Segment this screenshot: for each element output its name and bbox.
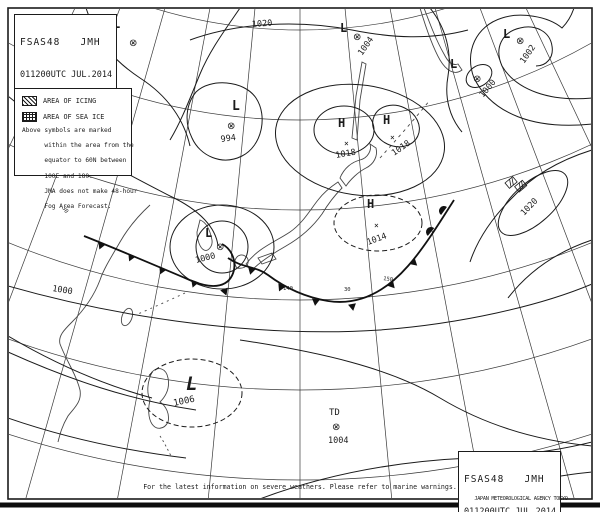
legend-note-line3: equator to 60N between: [44, 157, 127, 165]
front-east-semicircles: [426, 206, 447, 236]
chart-id: FSAS48 JMH: [20, 37, 101, 48]
legend-box: AREA OF ICING AREA OF SEA ICE Above symb…: [14, 88, 138, 210]
lat-label-30-mid: 30: [344, 287, 351, 293]
footer-id-box: FSAS48 JMH 011200UTC JUL.2014 FCST FOR 0…: [458, 451, 562, 512]
cold-front-west-triangles: [98, 241, 228, 296]
low-center-marker-1002-ne: ⊗: [516, 36, 524, 47]
low-center-marker-1004-top: ⊗: [353, 32, 361, 43]
lat-label-30-left: 30: [60, 206, 69, 215]
low-center-marker-nw: ⊗: [129, 38, 137, 49]
low-symbol-1004-top: L: [340, 21, 347, 35]
sea-ice-label: AREA OF SEA ICE: [43, 112, 105, 121]
cold-front-west: [83, 235, 236, 287]
td-value: 1004: [328, 436, 348, 446]
legend-note-line5: JMA does not make 48-hour: [44, 187, 138, 195]
front-east-triangles: [248, 258, 418, 311]
grid-labels: 30 140 30 150: [60, 206, 393, 293]
low-symbol-1006: L: [186, 373, 197, 395]
marine-warning-note: For the latest information on severe wea…: [143, 483, 457, 491]
low-symbol-994: L: [232, 99, 240, 114]
low-center-marker-1000-main: ⊗: [216, 242, 224, 253]
icing-hatch-icon: [22, 95, 37, 106]
chart-frame: [7, 7, 593, 500]
issue-time-footer: 011200UTC JUL.2014: [464, 506, 557, 512]
icing-label: AREA OF ICING: [43, 96, 97, 105]
high-center-marker-1014: ×: [374, 221, 379, 230]
isobar-label-1000-west: 1000: [52, 284, 74, 297]
high-symbol-1014: H: [367, 197, 374, 211]
low-center-marker-1000-ne: ⊗: [473, 74, 481, 85]
low-symbol-1002-ne: L: [503, 27, 510, 41]
high-center-marker-1018-east: ×: [390, 133, 395, 142]
pressure-systems: L ⊗ 1000 L ⊗ 994 L ⊗ 1004 L ⊗ 1000 L ⊗ 1…: [93, 17, 538, 446]
front-east: [227, 199, 455, 303]
low-symbol-1000-ne: L: [450, 57, 457, 71]
low-value-1000-main: 1000: [194, 251, 216, 266]
sea-ice-hatch-icon: [22, 111, 37, 122]
high-center-marker-1018-west: ×: [344, 139, 349, 148]
fronts: [83, 199, 455, 311]
legend-note-line1: Above symbols are marked: [22, 127, 112, 134]
isobar-label-1020-top: 1020: [252, 19, 273, 30]
high-symbol-1018-west: H: [338, 116, 345, 130]
low-value-994: 994: [220, 133, 237, 145]
graticule-meridians: [9, 9, 591, 498]
legend-note: Above symbols are marked within the area…: [22, 127, 138, 218]
chart-id-footer: FSAS48 JMH: [464, 474, 545, 485]
lon-label-150: 150: [383, 276, 394, 283]
graticule-parallels: [9, 9, 591, 481]
low-symbol-1000-main: L: [205, 226, 212, 240]
legend-note-line2: within the area from the: [44, 142, 134, 150]
lon-label-140: 140: [283, 286, 293, 292]
isobars-dashed: [141, 194, 423, 428]
isobars: [9, 9, 591, 498]
low-center-marker-994: ⊗: [227, 121, 235, 132]
td-center-marker: ⊗: [332, 422, 340, 433]
high-value-1018-west: 1018: [335, 148, 357, 161]
high-symbol-1018-east: H: [383, 113, 390, 127]
legend-note-line4: 100E and 180.: [44, 172, 93, 180]
high-value-1014: 1014: [366, 231, 389, 247]
low-value-1006: 1006: [173, 395, 196, 409]
coastlines: [57, 9, 463, 459]
agency-credit: JAPAN METEOROLOGICAL AGENCY TOKYO: [474, 496, 568, 502]
icing-area-symbol: [504, 176, 528, 193]
issue-time: 011200UTC JUL.2014: [20, 69, 113, 80]
legend-note-line6: Fog Area Forecast.: [44, 202, 112, 210]
td-symbol: TD: [329, 408, 340, 418]
isobar-label-1020-east: 1020: [519, 196, 540, 218]
